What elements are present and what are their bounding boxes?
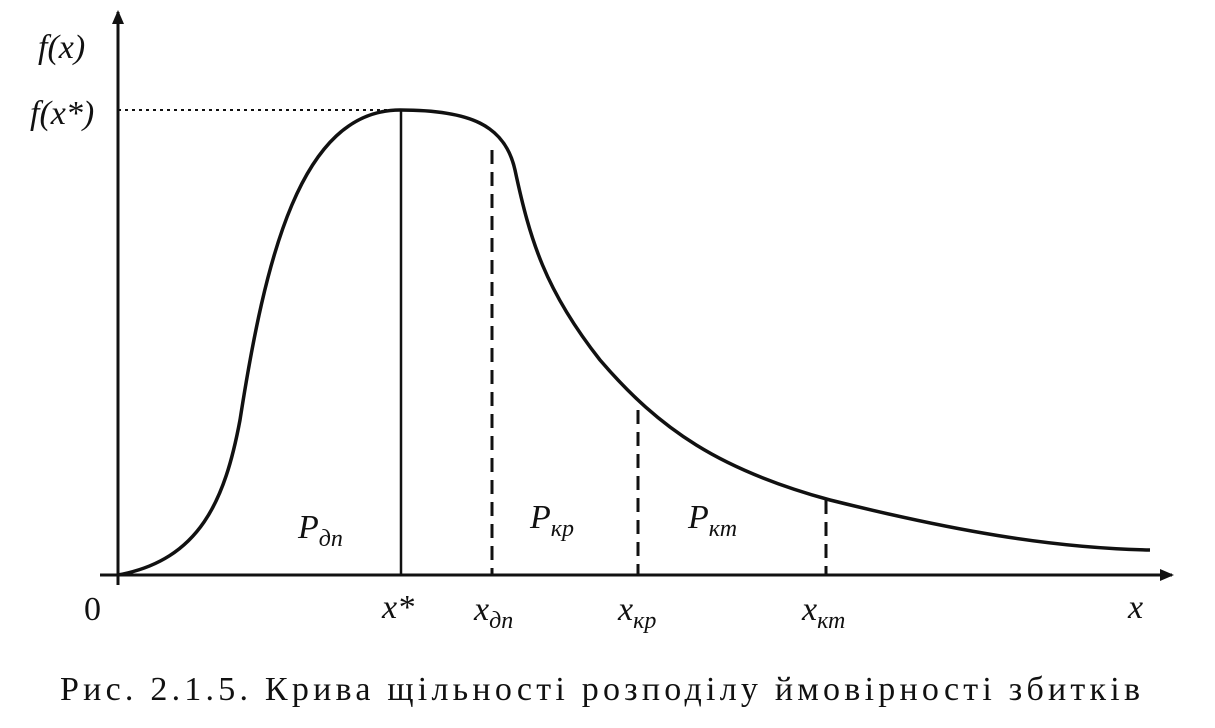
point-base: x bbox=[473, 591, 489, 628]
point-label: xкр bbox=[617, 591, 656, 634]
x-axis-label: x bbox=[1127, 589, 1143, 626]
point-sub: дп bbox=[489, 608, 513, 634]
caption: Рис. 2.1.5. Крива щільності розподілу йм… bbox=[60, 671, 1140, 708]
point-label: xдп bbox=[473, 591, 513, 634]
origin-label: 0 bbox=[84, 591, 101, 628]
point-base: x bbox=[801, 591, 817, 628]
region-sub: дп bbox=[319, 526, 343, 552]
mode-label: x* bbox=[381, 589, 414, 626]
density-curve bbox=[117, 108, 1151, 577]
region-sub: кт bbox=[709, 516, 737, 542]
region-base: P bbox=[687, 499, 709, 536]
point-sub: кт bbox=[817, 608, 845, 634]
region-label: Pдп bbox=[297, 509, 343, 552]
region-base: P bbox=[297, 509, 319, 546]
region-sub: кр bbox=[551, 516, 574, 542]
region-base: P bbox=[529, 499, 551, 536]
point-sub: кр bbox=[633, 608, 656, 634]
y-axis-label: f(x) bbox=[38, 29, 85, 66]
peak-label: f(x*) bbox=[30, 95, 94, 132]
point-base: x bbox=[617, 591, 633, 628]
region-label: Pкр bbox=[529, 499, 574, 542]
region-label: Pкт bbox=[687, 499, 737, 542]
point-label: xкт bbox=[801, 591, 845, 634]
